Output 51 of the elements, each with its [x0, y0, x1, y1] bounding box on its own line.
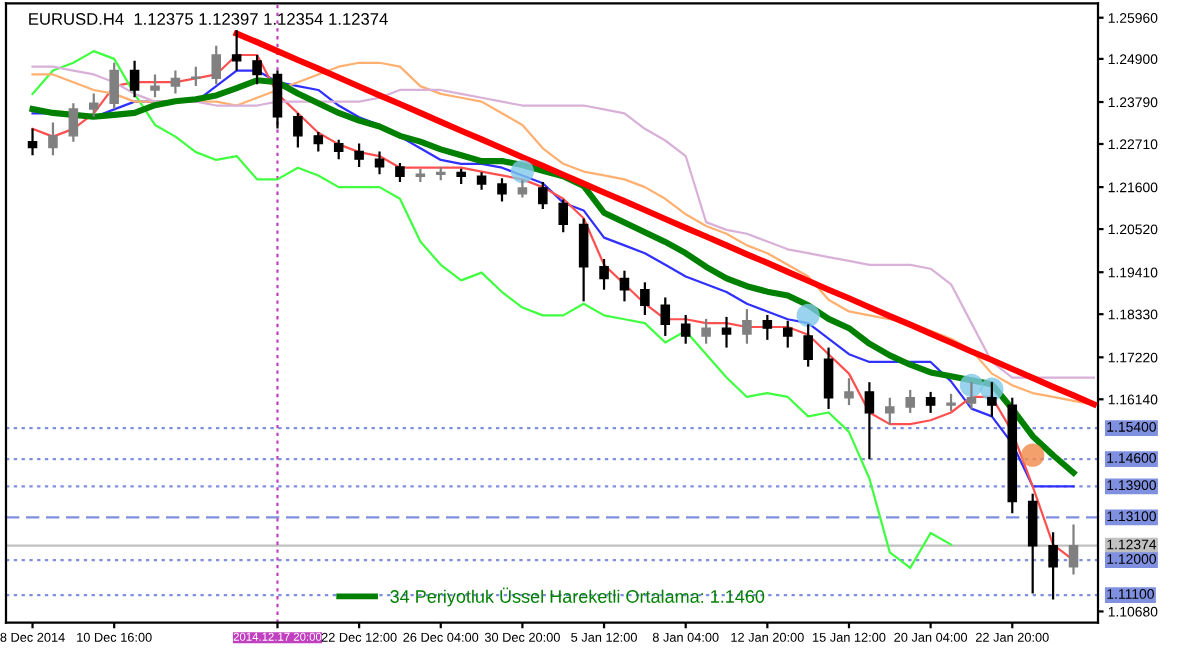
- candlestick: [68, 102, 79, 143]
- candlestick: [680, 313, 691, 345]
- candlestick: [1027, 492, 1038, 595]
- candlestick: [905, 388, 915, 414]
- candlestick: [599, 257, 609, 291]
- candlestick: [803, 323, 813, 368]
- candlestick: [823, 346, 834, 411]
- candlestick: [558, 198, 569, 234]
- candlestick: [48, 121, 58, 157]
- candlestick: [1048, 531, 1058, 601]
- candlestick: [660, 296, 671, 338]
- candlestick: [313, 130, 324, 153]
- line-series: [233, 30, 1097, 408]
- candlestick: [1068, 523, 1079, 576]
- candlestick: [293, 111, 303, 149]
- candlestick: [27, 127, 38, 157]
- candlestick: [211, 44, 222, 86]
- candlestick: [640, 281, 650, 317]
- candlestick: [864, 381, 875, 461]
- candlestick: [231, 29, 242, 72]
- candlestick: [925, 390, 936, 414]
- candlestick: [354, 142, 364, 169]
- candlestick: [721, 315, 732, 349]
- text: 34 Periyotluk Üssel Hareketli Ortalama: 1.1460: [390, 587, 765, 607]
- candlestick: [742, 308, 752, 345]
- candlestick: [578, 217, 589, 303]
- point: [510, 159, 535, 184]
- candlestick: [395, 161, 405, 184]
- candlestick: [129, 59, 140, 99]
- candlestick: [272, 69, 283, 130]
- candlestick: [374, 150, 385, 176]
- candlestick: [109, 61, 119, 111]
- candlestick: [966, 381, 977, 411]
- candlestick: [88, 92, 99, 118]
- point: [796, 303, 820, 327]
- candlestick: [252, 53, 262, 86]
- candlestick: [885, 396, 895, 426]
- chart-title: EURUSD.H4 1.12375 1.12397 1.12354 1.12374: [29, 13, 388, 25]
- candlestick: [497, 177, 507, 203]
- candlestick: [170, 69, 181, 95]
- candlestick: [762, 313, 773, 341]
- candlestick: [333, 138, 344, 161]
- candlestick: [150, 73, 160, 99]
- candlestick: [844, 377, 854, 407]
- candlestick: [987, 381, 997, 418]
- point: [1021, 443, 1045, 467]
- candlestick: [538, 180, 548, 210]
- candlestick: [619, 269, 630, 303]
- candlestick: [701, 317, 711, 345]
- candlestick: [782, 319, 793, 349]
- candlestick: [191, 65, 201, 88]
